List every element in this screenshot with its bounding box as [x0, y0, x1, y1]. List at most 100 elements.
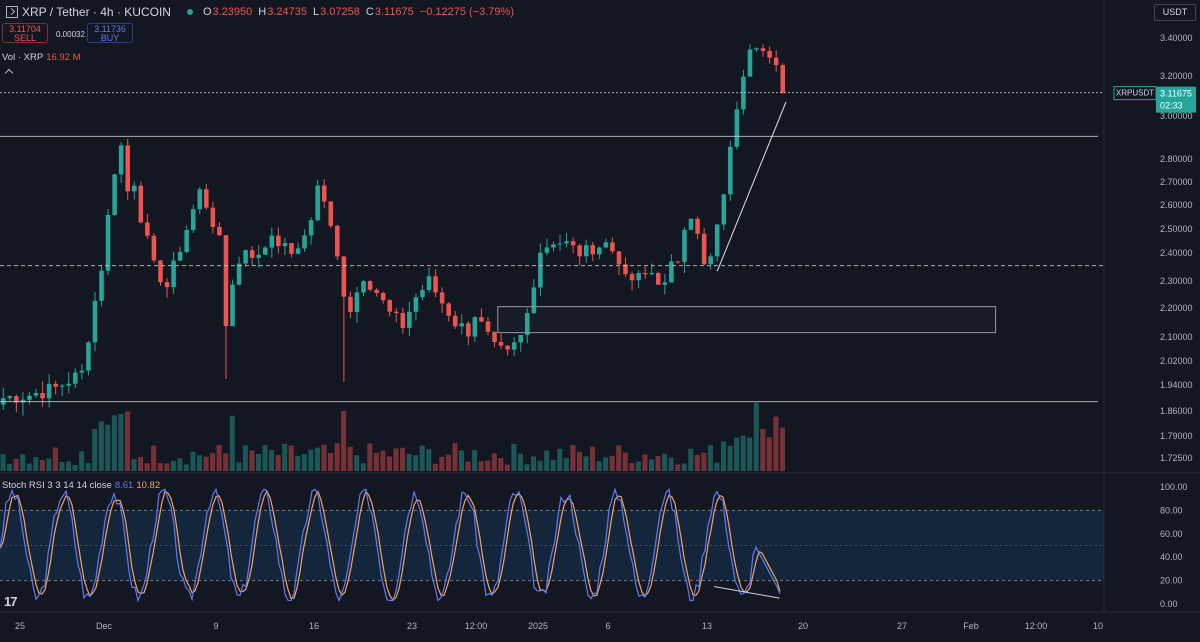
candle-body: [780, 65, 785, 93]
candle-body: [46, 383, 52, 399]
volume-bar: [419, 445, 425, 471]
ohlc-close-value: 3.11675: [374, 6, 414, 18]
volume-bar: [367, 443, 373, 471]
candle-body: [269, 235, 275, 248]
candle-body: [249, 250, 255, 258]
volume-bar: [52, 447, 58, 471]
sell-label: SELL: [13, 33, 37, 43]
trendline[interactable]: [716, 101, 787, 272]
volume-bar: [59, 461, 65, 471]
ohlc-high-value: 3.24735: [267, 6, 307, 18]
candle-body: [118, 145, 124, 175]
currency-button[interactable]: USDT: [1154, 4, 1196, 21]
time-axis-tick: Dec: [96, 621, 113, 631]
volume-bar: [380, 450, 386, 471]
candle-body: [505, 345, 510, 350]
ohlc-close-label: C: [365, 6, 374, 18]
time-axis-tick: 13: [702, 621, 712, 631]
sell-button[interactable]: 3.11704 SELL: [2, 23, 48, 43]
price-axis-tick: 1.72500: [1160, 453, 1193, 463]
price-axis-tick: 3.40000: [1160, 33, 1193, 43]
volume-bar: [282, 443, 288, 471]
candle-body: [223, 235, 229, 327]
volume-bar: [321, 444, 327, 471]
candle-body: [79, 370, 85, 373]
candle-body: [204, 189, 209, 208]
volume-bar: [400, 447, 406, 471]
volume-bar: [452, 443, 458, 471]
volume-bar: [386, 456, 392, 471]
stoch-axis-tick: 80.00: [1160, 505, 1183, 515]
volume-bar: [459, 450, 465, 471]
volume-bar: [544, 450, 550, 471]
volume-bar: [688, 448, 694, 471]
candle-body: [374, 289, 379, 293]
candle-body: [767, 50, 772, 58]
volume-bar: [563, 458, 569, 471]
volume-legend: Vol · XRP 16.92 M: [2, 52, 81, 63]
candle-body: [538, 252, 543, 288]
volume-bar: [269, 450, 275, 471]
sell-price: 3.11704: [9, 24, 41, 34]
time-axis-tick: 9: [213, 621, 218, 631]
stoch-rsi-label: Stoch RSI 3 3 14 14 close: [2, 480, 112, 491]
symbol-header: XRP / Tether · 4h · KUCOIN O 3.23950 H 3.2…: [0, 0, 520, 24]
stoch-divergence-line[interactable]: [713, 585, 780, 599]
volume-bar: [66, 461, 72, 471]
candle-body: [27, 395, 32, 400]
volume-bar: [131, 459, 137, 471]
candle-body: [217, 226, 222, 236]
candle-body: [132, 185, 137, 192]
volume-bar: [308, 449, 314, 471]
time-axis-tick: 10: [1093, 621, 1103, 631]
support-zone-rectangle[interactable]: [497, 306, 997, 334]
volume-bar: [105, 424, 111, 471]
symbol-title[interactable]: XRP / Tether · 4h · KUCOIN: [22, 5, 171, 19]
volume-bar: [373, 452, 379, 471]
stoch-d-line: [0, 489, 781, 602]
volume-bar: [0, 454, 6, 471]
volume-bar: [354, 455, 360, 471]
candle-body: [407, 311, 412, 328]
candle-body: [394, 311, 399, 313]
candle-body: [256, 254, 261, 258]
volume-bar: [20, 454, 26, 471]
candle-body: [773, 57, 779, 66]
collapse-icon[interactable]: [6, 6, 18, 18]
candle-body: [263, 247, 268, 255]
candle-body: [86, 342, 91, 371]
price-axis-tick: 3.20000: [1160, 71, 1193, 81]
candle-body: [308, 220, 314, 236]
candle-body: [413, 297, 419, 312]
candle-body: [151, 235, 157, 261]
buy-price: 3.11736: [94, 24, 126, 34]
volume-bar: [721, 441, 727, 471]
buy-button[interactable]: 3.11736 BUY: [87, 23, 133, 43]
candle-body: [675, 261, 681, 263]
candle-body: [125, 145, 130, 192]
candle-body: [105, 214, 111, 271]
volume-bar: [550, 459, 556, 471]
candle-body: [420, 289, 425, 298]
candle-body: [760, 48, 766, 51]
candle-body: [210, 207, 216, 227]
time-axis-tick: 2025: [528, 621, 548, 631]
candle-body: [177, 251, 183, 261]
volume-bar: [151, 445, 157, 471]
volume-bar: [98, 421, 104, 471]
candle-body: [295, 248, 301, 254]
volume-bar: [157, 463, 163, 471]
candle-body: [544, 247, 550, 253]
volume-bar: [753, 402, 759, 471]
candle-body: [230, 284, 235, 327]
volume-bar: [46, 458, 52, 471]
candle-body: [380, 292, 386, 301]
candle-body: [734, 109, 740, 147]
candle-body: [603, 242, 609, 248]
volume-bar: [694, 454, 700, 471]
stoch-rsi-legend: Stoch RSI 3 3 14 14 close 8.61 10.82: [2, 480, 160, 491]
volume-bar: [301, 454, 307, 471]
volume-bar: [118, 413, 124, 471]
